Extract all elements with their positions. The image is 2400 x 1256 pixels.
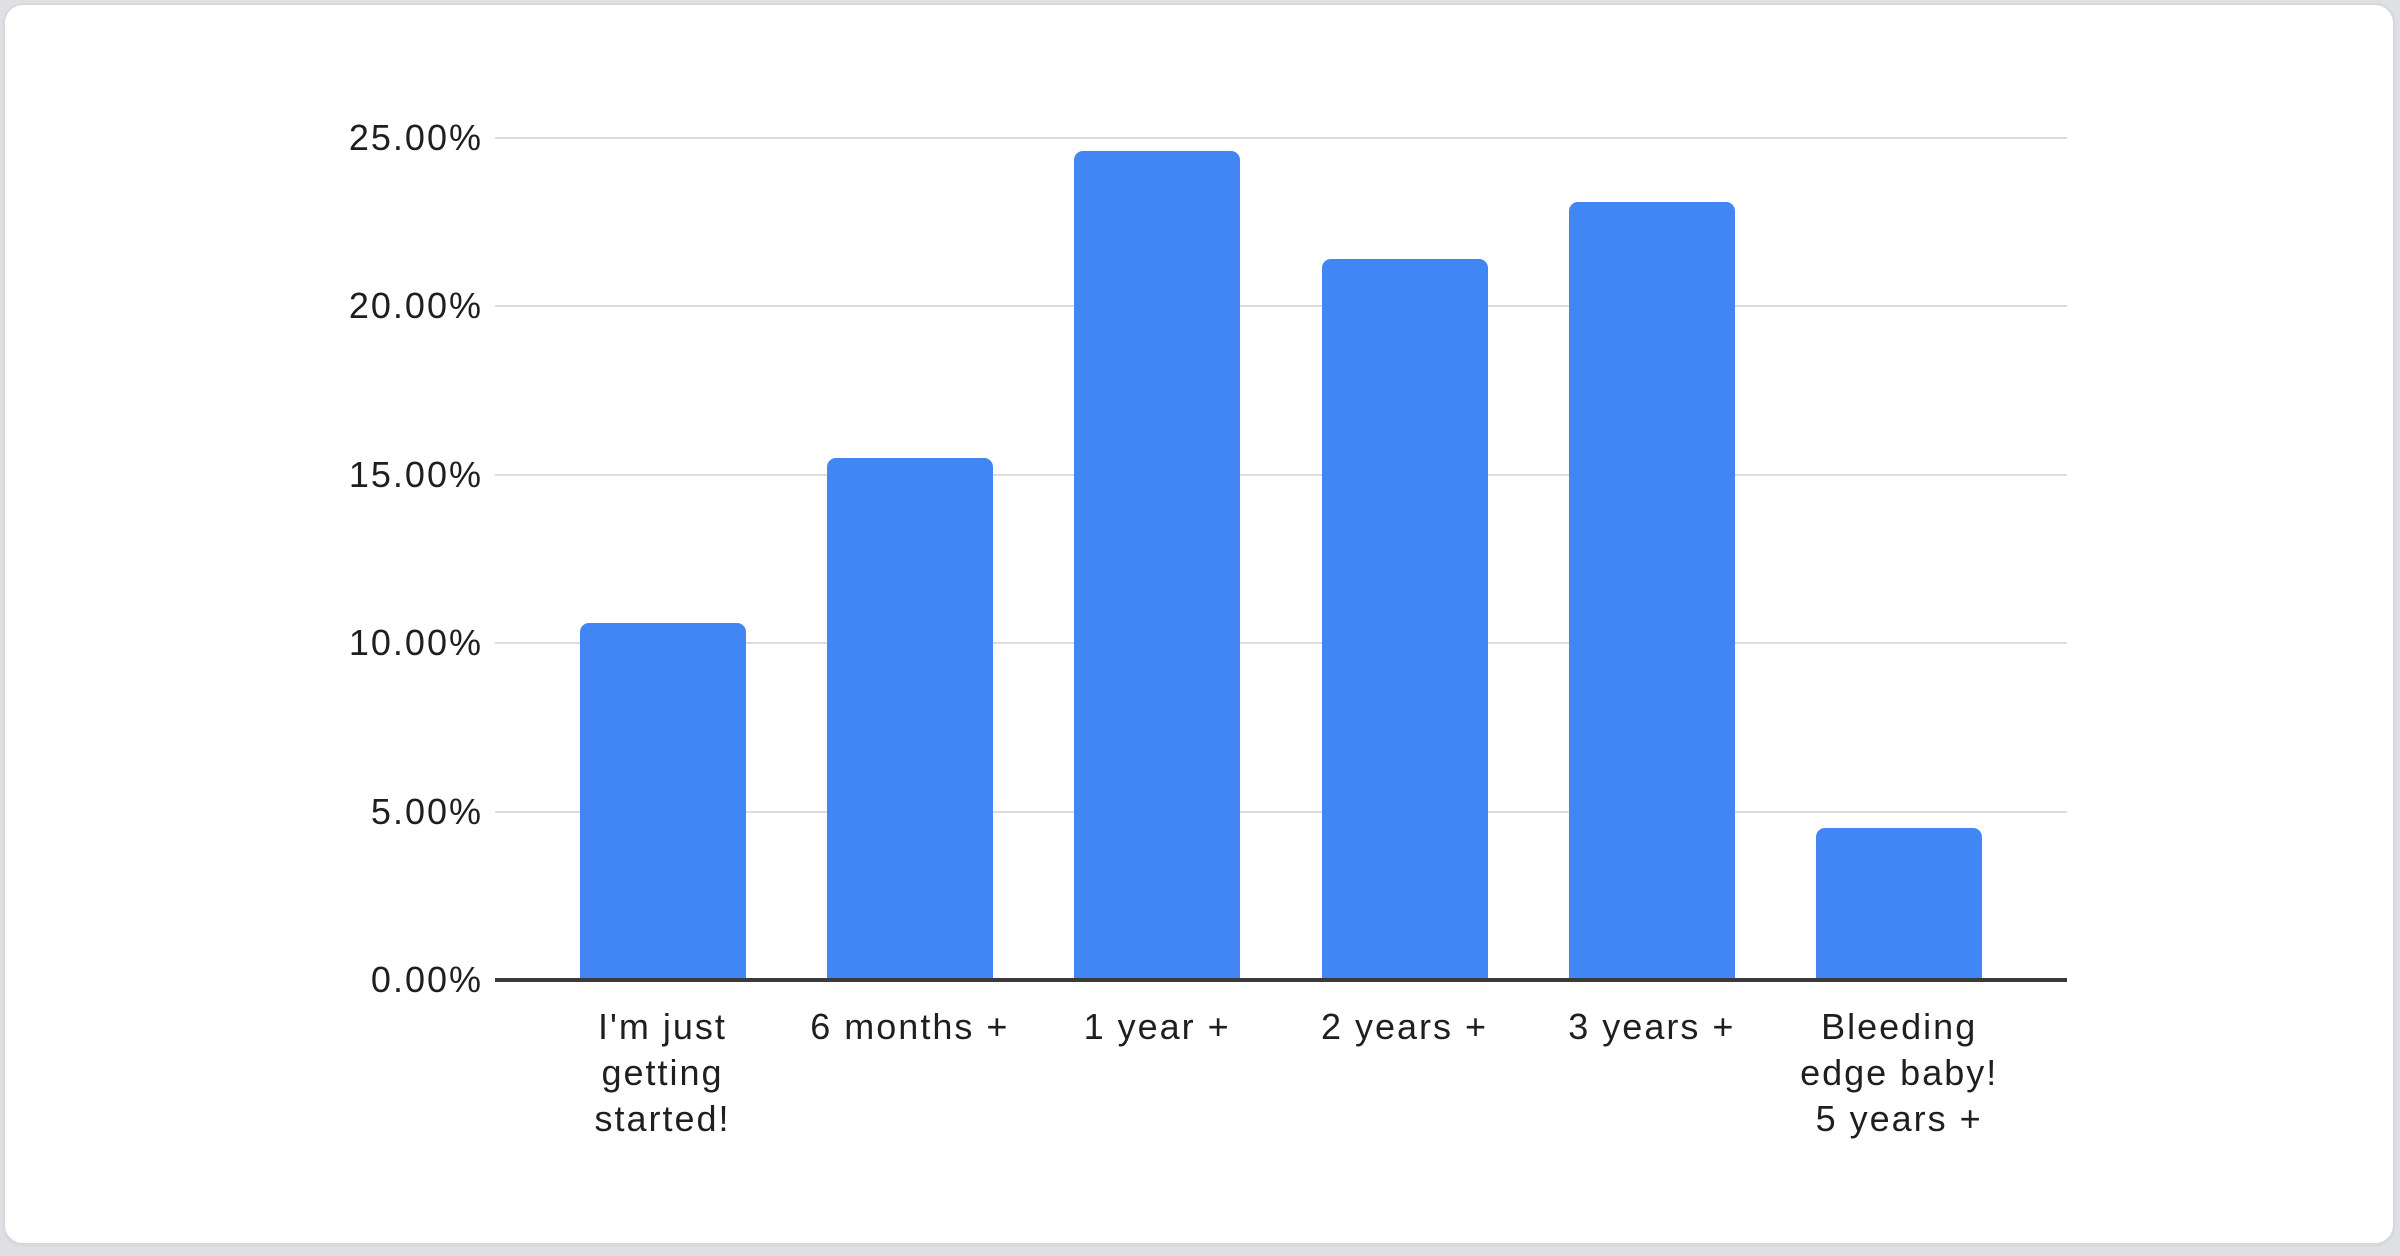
plot-area — [495, 137, 2067, 982]
bar-1 — [579, 623, 746, 980]
x-axis-line — [495, 978, 2067, 982]
bar-4 — [1321, 259, 1488, 980]
x-tick-label: I'm just getting started! — [594, 1006, 731, 1139]
x-tick-label: 1 year + — [1083, 1006, 1231, 1047]
x-tick-label: 2 years + — [1320, 1006, 1489, 1047]
gridline-10.00% — [495, 642, 2067, 645]
bar-chart: 0.00% 5.00% 10.00% 15.00% 20.00% 25.00% I'm j… — [5, 5, 2393, 1243]
y-tick-label: 5.00% — [370, 790, 483, 832]
x-tick-label: 3 years + — [1568, 1006, 1736, 1047]
x-tick-label: Bleeding edge baby! 5 years + — [1800, 1006, 1999, 1139]
bar-6 — [1816, 828, 1983, 980]
y-tick-label: 10.00% — [348, 622, 483, 664]
gridline-25.00% — [495, 137, 2067, 139]
bar-3 — [1074, 151, 1241, 980]
gridline-15.00% — [495, 473, 2067, 476]
gridline-20.00% — [495, 305, 2067, 308]
y-tick-label: 0.00% — [370, 959, 483, 1000]
y-tick-label: 20.00% — [348, 285, 483, 327]
chart-card: 0.00% 5.00% 10.00% 15.00% 20.00% 25.00% I'm j… — [3, 3, 2395, 1245]
bar-5 — [1569, 202, 1735, 980]
gridline-5.00% — [495, 810, 2067, 813]
y-tick-label: 15.00% — [348, 453, 483, 495]
y-tick-label: 25.00% — [348, 117, 483, 158]
bar-2 — [827, 457, 993, 980]
x-tick-label: 6 months + — [810, 1006, 1010, 1047]
